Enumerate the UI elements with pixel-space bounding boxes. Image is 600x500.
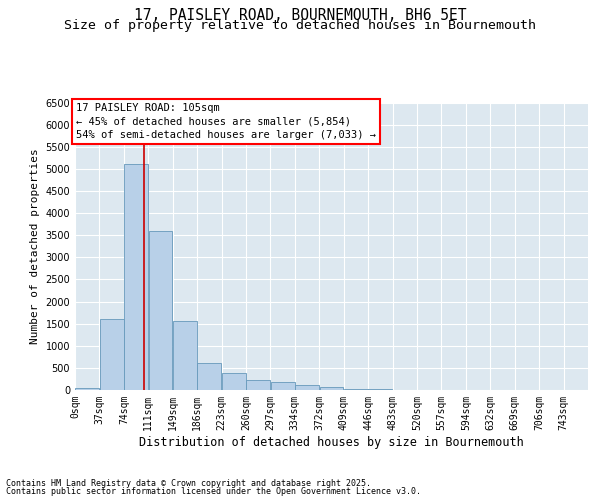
X-axis label: Distribution of detached houses by size in Bournemouth: Distribution of detached houses by size …	[139, 436, 524, 448]
Text: Size of property relative to detached houses in Bournemouth: Size of property relative to detached ho…	[64, 18, 536, 32]
Bar	[75, 388, 99, 390]
Bar	[222, 373, 246, 390]
Bar	[344, 388, 368, 390]
Bar	[197, 362, 221, 390]
Bar	[173, 322, 197, 390]
Y-axis label: Number of detached properties: Number of detached properties	[30, 148, 40, 344]
Text: 17, PAISLEY ROAD, BOURNEMOUTH, BH6 5ET: 17, PAISLEY ROAD, BOURNEMOUTH, BH6 5ET	[134, 8, 466, 24]
Text: 17 PAISLEY ROAD: 105sqm
← 45% of detached houses are smaller (5,854)
54% of semi: 17 PAISLEY ROAD: 105sqm ← 45% of detache…	[76, 104, 376, 140]
Bar	[271, 382, 295, 390]
Bar	[295, 384, 319, 390]
Text: Contains public sector information licensed under the Open Government Licence v3: Contains public sector information licen…	[6, 487, 421, 496]
Bar	[100, 319, 124, 390]
Text: Contains HM Land Registry data © Crown copyright and database right 2025.: Contains HM Land Registry data © Crown c…	[6, 478, 371, 488]
Bar	[149, 231, 172, 390]
Bar	[124, 164, 148, 390]
Bar	[320, 388, 343, 390]
Bar	[246, 380, 270, 390]
